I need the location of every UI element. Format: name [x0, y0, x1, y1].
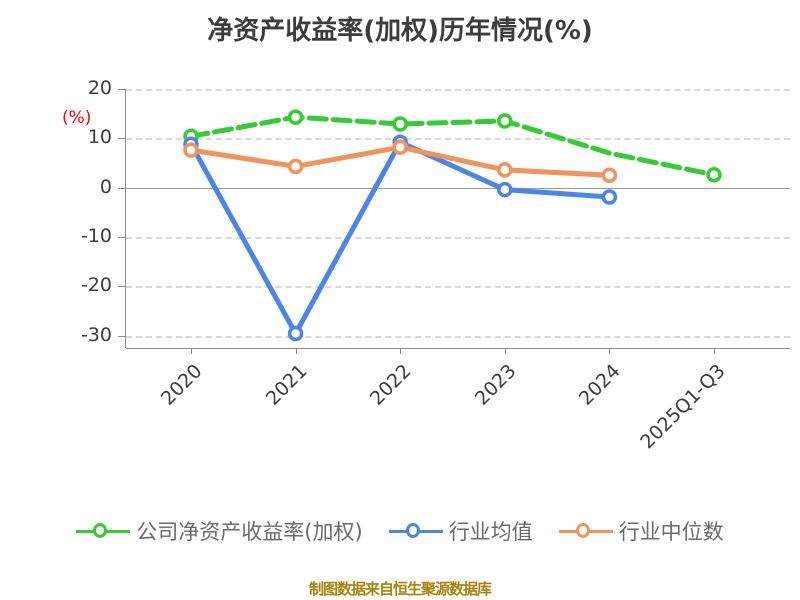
legend-label-1: 行业均值 [448, 520, 533, 544]
gridline-0 [126, 187, 790, 189]
y-tick-mark--20 [118, 286, 125, 288]
y-tick-label--10: -10 [80, 224, 112, 247]
chart-legend: 公司净资产收益率(加权) 行业均值 行业中位数 [0, 516, 800, 546]
y-tick-label--20: -20 [80, 274, 112, 297]
legend-label-2: 行业中位数 [618, 520, 724, 544]
legend-marker-icon [388, 520, 443, 542]
y-tick-mark-10 [118, 138, 125, 140]
x-tick-mark-2024 [609, 348, 611, 354]
y-axis-unit-label: (%) [62, 108, 92, 128]
legend-item-1[interactable]: 行业均值 [388, 516, 533, 546]
x-axis-line [126, 348, 790, 349]
x-tick-mark-2022 [400, 348, 402, 354]
gridline-10 [126, 138, 790, 141]
legend-label-0: 公司净资产收益率(加权) [136, 520, 363, 544]
x-tick-mark-2021 [295, 348, 297, 354]
source-note: 制图数据来自恒生聚源数据库 [308, 580, 492, 598]
y-tick-mark-20 [118, 89, 125, 90]
y-tick-mark-0 [118, 187, 125, 189]
y-tick-mark--30 [118, 335, 125, 337]
x-tick-mark-2023 [504, 348, 506, 354]
y-axis-line [125, 89, 126, 348]
y-tick-label-20: 20 [87, 77, 112, 99]
plot-area [126, 89, 790, 348]
gridline--20 [126, 286, 790, 289]
chart-title: 净资产收益率(加权)历年情况(%) [207, 16, 593, 46]
x-tick-mark-2020 [191, 348, 192, 354]
gridline--30 [126, 335, 790, 338]
gridline--10 [126, 236, 790, 239]
y-tick-label-0: 0 [99, 175, 112, 198]
legend-marker-icon [558, 520, 613, 542]
y-tick-label--30: -30 [80, 323, 112, 346]
gridline-20 [126, 89, 790, 91]
y-tick-label-10: 10 [87, 126, 112, 149]
legend-item-2[interactable]: 行业中位数 [558, 516, 724, 546]
y-tick-mark--10 [118, 236, 125, 238]
legend-marker-icon [76, 520, 131, 542]
legend-item-0[interactable]: 公司净资产收益率(加权) [76, 516, 363, 546]
x-tick-mark-2025Q1-Q3 [714, 348, 715, 354]
